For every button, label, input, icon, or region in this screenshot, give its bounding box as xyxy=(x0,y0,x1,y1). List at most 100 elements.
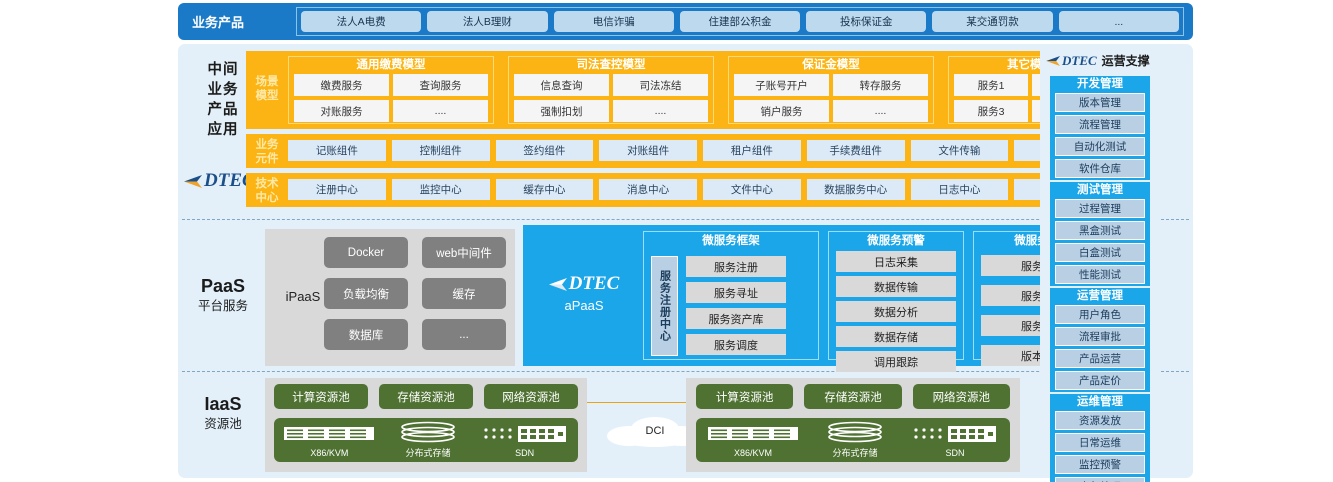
scene-model-service[interactable]: .... xyxy=(393,100,488,122)
microservice-group-title: 微服务框架 xyxy=(702,235,760,247)
microservice-item[interactable]: 服务调度 xyxy=(686,334,786,355)
ops-item[interactable]: 产品定价 xyxy=(1055,371,1145,390)
tech-center-chip[interactable]: 文件中心 xyxy=(703,179,801,200)
resource-pool-chip[interactable]: 计算资源池 xyxy=(696,384,794,409)
business-component-chip[interactable]: 记账组件 xyxy=(288,140,386,161)
business-product-chip[interactable]: 法人B理财 xyxy=(427,11,548,32)
resource-pool-chip[interactable]: 网络资源池 xyxy=(484,384,578,409)
scene-model-service[interactable]: 司法冻结 xyxy=(613,74,708,96)
ops-item[interactable]: 过程管理 xyxy=(1055,199,1145,218)
ops-group-items: 版本管理 流程管理 自动化测试 软件仓库 xyxy=(1050,93,1150,182)
service-registry-center[interactable]: 服务注册中心 xyxy=(651,256,678,356)
ops-item[interactable]: 产品运营 xyxy=(1055,349,1145,368)
dtec-wordmark: DTEC xyxy=(568,273,620,294)
tech-center-band: 技术 中心 注册中心 监控中心 缓存中心 消息中心 文件中心 数据服务中心 日志… xyxy=(246,173,1120,207)
scene-model-service[interactable]: 信息查询 xyxy=(514,74,609,96)
dtec-arrow-icon xyxy=(548,277,567,291)
business-product-chip[interactable]: 投标保证金 xyxy=(806,11,927,32)
server-rack-icon xyxy=(284,426,375,440)
ipaas-item[interactable]: 负载均衡 xyxy=(324,278,408,309)
business-product-chip[interactable]: 电信诈骗 xyxy=(553,11,674,32)
scene-model-service[interactable]: 服务1 xyxy=(954,74,1028,96)
tech-center-chip[interactable]: 注册中心 xyxy=(288,179,386,200)
microservice-item[interactable]: 服务寻址 xyxy=(686,282,786,303)
ops-group-test: 测试管理 过程管理 黑盒测试 白盒测试 性能测试 xyxy=(1050,182,1150,286)
scene-model-service[interactable]: .... xyxy=(833,100,928,122)
microservice-group-title: 微服务预警 xyxy=(867,235,925,247)
dci-cloud: DCI xyxy=(603,414,707,448)
business-component-row-label: 业务 元件 xyxy=(255,139,279,165)
ops-group-operations: 运营管理 用户角色 流程审批 产品运营 产品定价 xyxy=(1050,288,1150,392)
microservice-item[interactable]: 服务注册 xyxy=(686,256,786,277)
microservice-item[interactable]: 数据存储 xyxy=(836,326,956,347)
layer-label-iaas: IaaS 资源池 xyxy=(204,394,242,431)
ops-item[interactable]: 监控预警 xyxy=(1055,455,1145,474)
scene-model-service[interactable]: 转存服务 xyxy=(833,74,928,96)
business-component-chip[interactable]: 签约组件 xyxy=(495,140,594,161)
hardware-label: SDN xyxy=(945,447,965,458)
ops-group-dev: 开发管理 版本管理 流程管理 自动化测试 软件仓库 xyxy=(1050,76,1150,180)
layer-label-paas: PaaS 平台服务 xyxy=(197,276,248,313)
ipaas-item[interactable]: 数据库 xyxy=(324,319,408,350)
tech-center-chip[interactable]: 消息中心 xyxy=(599,179,697,200)
microservice-item[interactable]: 数据分析 xyxy=(836,301,956,322)
ops-item[interactable]: 自动化测试 xyxy=(1055,137,1145,156)
resource-pool-chip[interactable]: 网络资源池 xyxy=(912,384,1010,409)
ops-item[interactable]: 黑盒测试 xyxy=(1055,221,1145,240)
ops-item[interactable]: 流程管理 xyxy=(1055,115,1145,134)
ops-item[interactable]: 日常运维 xyxy=(1055,433,1145,452)
ops-item[interactable]: 软件仓库 xyxy=(1055,159,1145,178)
ops-item[interactable]: 版本管理 xyxy=(1055,93,1145,112)
business-product-chip[interactable]: 住建部公积金 xyxy=(679,11,801,32)
business-product-chip[interactable]: 法人A电费 xyxy=(301,11,422,32)
tech-center-chip[interactable]: 数据服务中心 xyxy=(806,179,905,200)
scene-model-service[interactable]: 缴费服务 xyxy=(294,74,389,96)
ipaas-item[interactable]: ... xyxy=(422,319,506,350)
ops-item[interactable]: 应急处理 xyxy=(1055,477,1145,482)
scene-model-service[interactable]: 销户服务 xyxy=(734,100,829,122)
ops-item[interactable]: 性能测试 xyxy=(1055,265,1145,284)
scene-model-service[interactable]: 服务3 xyxy=(954,100,1028,122)
ops-support-title: 运营支撑 xyxy=(1101,54,1150,68)
business-component-band: 业务 元件 记账组件 控制组件 签约组件 对账组件 租户组件 手续费组件 文件传… xyxy=(246,134,1120,168)
tech-center-chip[interactable]: 缓存中心 xyxy=(495,179,594,200)
business-component-chip[interactable]: 租户组件 xyxy=(703,140,801,161)
ops-item[interactable]: 资源发放 xyxy=(1055,411,1145,430)
business-product-chip[interactable]: 某交通罚款 xyxy=(932,11,1053,32)
business-component-chip[interactable]: 文件传输 xyxy=(910,140,1009,161)
ops-group-items: 过程管理 黑盒测试 白盒测试 性能测试 xyxy=(1050,199,1150,288)
business-component-chip[interactable]: 手续费组件 xyxy=(806,140,905,161)
divider-business-paas xyxy=(182,219,1189,220)
tech-center-chip[interactable]: 监控中心 xyxy=(391,179,490,200)
microservice-item[interactable]: 日志采集 xyxy=(836,251,956,272)
resource-pool-chip[interactable]: 计算资源池 xyxy=(274,384,368,409)
business-product-chip[interactable]: ... xyxy=(1058,11,1179,32)
ipaas-item[interactable]: 缓存 xyxy=(422,278,506,309)
ipaas-item[interactable]: web中间件 xyxy=(422,237,506,268)
resource-pool-chip[interactable]: 存储资源池 xyxy=(379,384,473,409)
scene-model-service[interactable]: 查询服务 xyxy=(393,74,488,96)
hardware-label: 分布式存储 xyxy=(832,448,878,458)
ipaas-item[interactable]: Docker xyxy=(324,237,408,268)
ops-item[interactable]: 用户角色 xyxy=(1055,305,1145,324)
microservice-item[interactable]: 数据传输 xyxy=(836,276,956,297)
ops-group-title: 开发管理 xyxy=(1077,78,1123,90)
ops-item[interactable]: 流程审批 xyxy=(1055,327,1145,346)
microservice-item[interactable]: 服务资产库 xyxy=(686,308,786,329)
scene-model-band: 场景 模型 通用缴费模型 缴费服务 查询服务 对账服务 .... 司法查控模型 … xyxy=(246,51,1120,129)
resource-pool-chip[interactable]: 存储资源池 xyxy=(804,384,902,409)
tech-center-row-label: 技术 中心 xyxy=(255,178,279,204)
scene-model-service[interactable]: .... xyxy=(613,100,708,122)
scene-model-service[interactable]: 对账服务 xyxy=(294,100,389,122)
scene-model-service[interactable]: 强制扣划 xyxy=(514,100,609,122)
hardware-label: X86/KVM xyxy=(733,447,773,458)
business-component-chip[interactable]: 对账组件 xyxy=(599,140,697,161)
business-component-chip[interactable]: 控制组件 xyxy=(391,140,490,161)
tech-center-chip[interactable]: 日志中心 xyxy=(910,179,1009,200)
microservice-item[interactable]: 调用跟踪 xyxy=(836,351,956,372)
microservice-framework-items: 服务注册 服务寻址 服务资产库 服务调度 xyxy=(686,256,786,355)
scene-model-service[interactable]: 子账号开户 xyxy=(734,74,829,96)
server-rack-icon xyxy=(708,426,798,440)
ops-item[interactable]: 白盒测试 xyxy=(1055,243,1145,262)
distributed-storage-icon xyxy=(828,421,882,443)
